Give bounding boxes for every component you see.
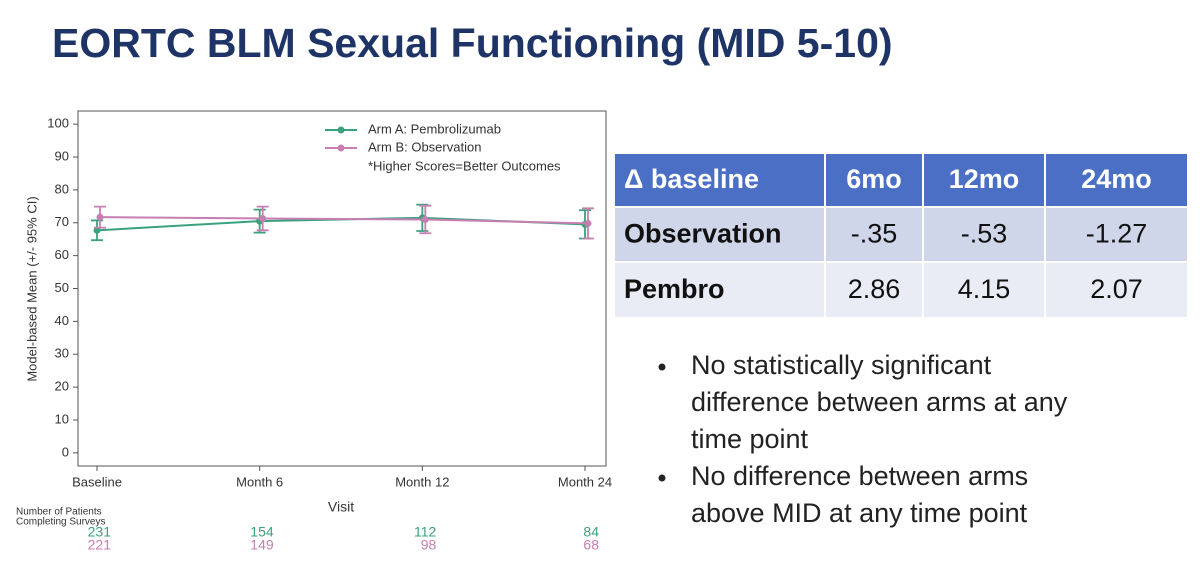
table-cell: [824, 261, 924, 319]
table-cell: [1044, 261, 1189, 319]
bullet-text: above MID at any time point: [691, 498, 1028, 528]
x-tick-label: Month 12: [395, 474, 449, 489]
x-tick-label: Month 24: [558, 474, 612, 489]
table-text: 4.15: [958, 274, 1011, 304]
table-cell: [613, 152, 826, 208]
patient-count: 154: [250, 524, 274, 540]
point: [96, 213, 104, 221]
y-tick-label: 70: [55, 214, 69, 229]
y-axis-label: Model-based Mean (+/- 95% CI): [24, 196, 39, 381]
table-cell: [922, 206, 1046, 263]
table-cell: [922, 261, 1046, 319]
y-tick-label: 10: [55, 411, 69, 426]
table-header: 6mo: [846, 164, 902, 194]
patient-count: 98: [421, 537, 437, 553]
table-cell: [824, 152, 924, 208]
slide-title: EORTC BLM Sexual Functioning (MID 5-10): [52, 20, 893, 66]
y-tick-label: 40: [55, 313, 69, 328]
y-tick-label: 50: [55, 280, 69, 295]
legend-marker: [337, 126, 345, 134]
patients-label: Number of Patients: [16, 507, 102, 518]
table-text: Observation: [624, 219, 782, 249]
bullet-dot: [658, 363, 666, 371]
bullet-text: time point: [691, 424, 809, 454]
patients-label: Completing Surveys: [16, 517, 105, 528]
bullet-text: difference between arms at any: [691, 387, 1068, 417]
y-tick-label: 20: [55, 379, 69, 394]
y-tick-label: 100: [47, 116, 69, 131]
legend-label: Arm A: Pembrolizumab: [368, 121, 501, 136]
table-cell: [613, 261, 826, 319]
patient-count: 68: [583, 537, 599, 553]
bullet-dot: [658, 474, 666, 482]
patient-count: 149: [250, 537, 274, 553]
table-text: Pembro: [624, 274, 725, 304]
patient-count: 112: [414, 524, 437, 540]
y-tick-label: 30: [55, 346, 69, 361]
table-text: -.53: [961, 219, 1008, 249]
table-cell: [1044, 206, 1189, 263]
x-tick-label: Baseline: [72, 474, 122, 489]
patient-count: 231: [88, 524, 112, 540]
table-cell: [1044, 152, 1189, 208]
table-text: -.35: [851, 219, 898, 249]
annotation: *Higher Scores=Better Outcomes: [368, 158, 561, 173]
y-tick-label: 60: [55, 247, 69, 262]
patient-count: 84: [583, 524, 599, 540]
point: [259, 214, 267, 222]
table-header: 12mo: [949, 164, 1020, 194]
patient-count: 221: [88, 537, 112, 553]
y-tick-label: 90: [55, 148, 69, 163]
legend-marker: [337, 144, 345, 152]
y-tick-label: 80: [55, 181, 69, 196]
x-tick-label: Month 6: [236, 474, 283, 489]
bullet-text: No statistically significant: [691, 350, 992, 380]
table-header: Δ baseline: [624, 164, 759, 194]
table-text: 2.07: [1090, 274, 1143, 304]
bullet-text: No difference between arms: [691, 461, 1028, 491]
x-axis-label: Visit: [328, 499, 354, 515]
point: [584, 219, 592, 227]
point: [421, 215, 429, 223]
series-line: [99, 216, 589, 225]
legend-label: Arm B: Observation: [368, 139, 481, 154]
table-text: -1.27: [1086, 219, 1148, 249]
y-tick-label: 0: [62, 444, 69, 459]
table-header: 24mo: [1081, 164, 1152, 194]
table-text: 2.86: [848, 274, 901, 304]
